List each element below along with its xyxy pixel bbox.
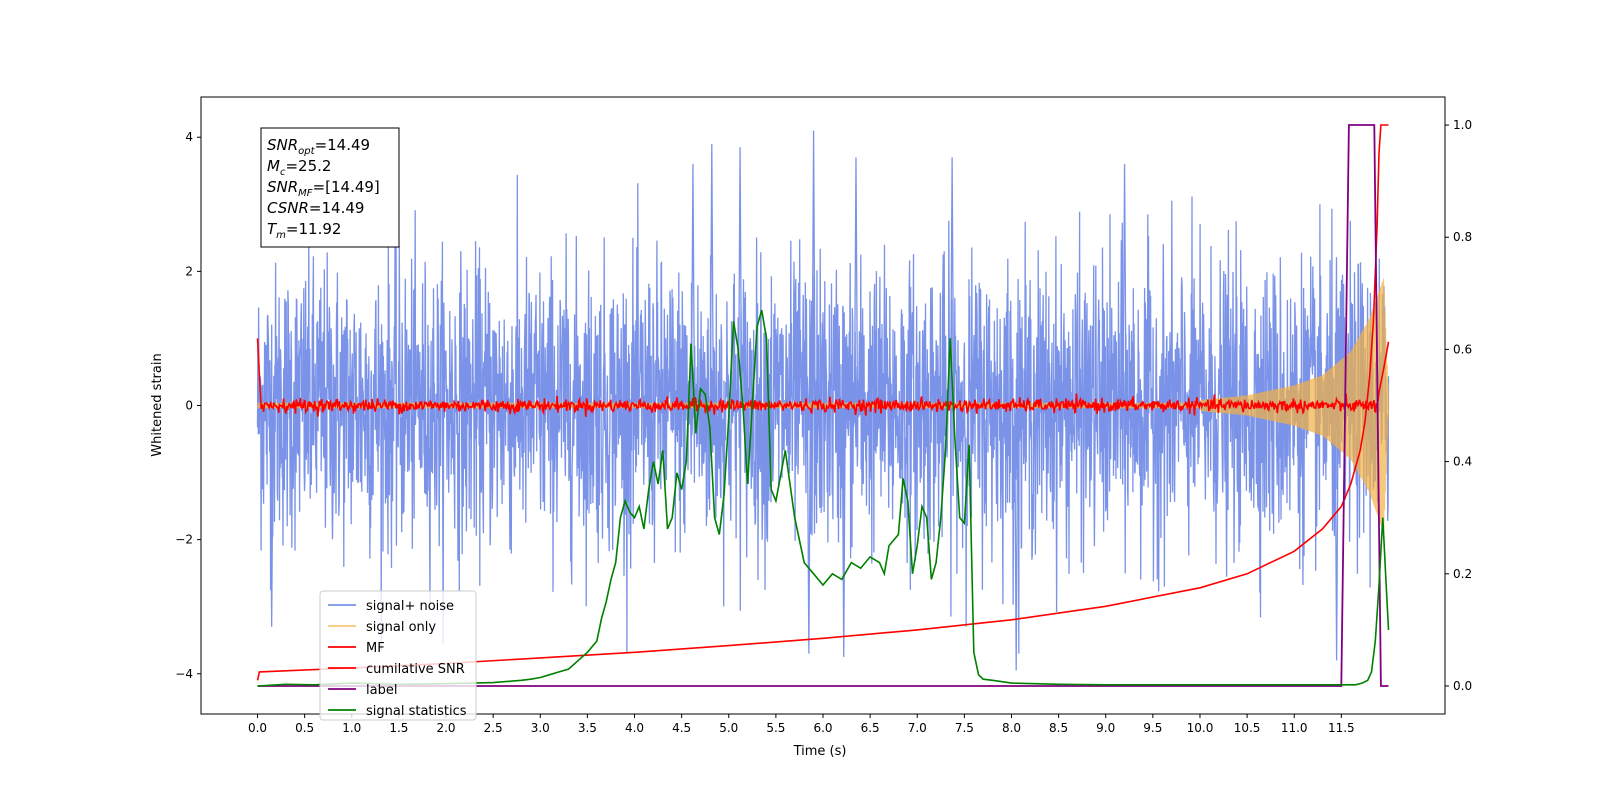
x-tick-label: 10.0 xyxy=(1187,721,1214,735)
legend-label: signal only xyxy=(366,620,436,635)
x-tick-label: 6.5 xyxy=(861,721,880,735)
series-signal-statistics xyxy=(257,309,1390,687)
annotation-chirp-mass: Mc=25.2 xyxy=(267,157,331,178)
series-cumilative-snr xyxy=(256,124,1389,681)
signal-plus-noise-peak xyxy=(949,157,955,406)
series-mf xyxy=(256,338,1390,417)
y2-tick-label: 0.2 xyxy=(1453,567,1472,581)
legend-label: MF xyxy=(366,641,385,656)
x-tick-label: 2.0 xyxy=(436,721,455,735)
y2-tick-label: 0.6 xyxy=(1453,342,1472,356)
y-tick-label: 4 xyxy=(185,130,193,144)
x-tick-label: 1.0 xyxy=(342,721,361,735)
y-axis-label: Whitened strain xyxy=(150,353,165,456)
x-tick-label: 7.0 xyxy=(908,721,927,735)
x-tick-label: 8.5 xyxy=(1049,721,1068,735)
x-tick-label: 10.5 xyxy=(1234,721,1261,735)
y2-tick-label: 0.8 xyxy=(1453,230,1472,244)
x-tick-label: 11.5 xyxy=(1328,721,1355,735)
legend-label: cumilative SNR xyxy=(366,662,465,677)
cumilative-snr-line xyxy=(256,124,1389,681)
signal-plus-noise-peak xyxy=(811,130,816,406)
signal-plus-noise-line xyxy=(256,174,1390,654)
annotation-frame xyxy=(260,127,400,248)
signal-statistics-line xyxy=(257,309,1390,687)
mf-line xyxy=(256,338,1390,417)
x-tick-label: 5.5 xyxy=(766,721,785,735)
x-axis-label: Time (s) xyxy=(793,744,847,759)
signal-plus-noise-peak xyxy=(737,147,743,406)
y-axis-right: 1.0 0.8 0.6 0.4 0.2 0.0 xyxy=(1445,118,1472,693)
x-tick-label: 9.5 xyxy=(1143,721,1162,735)
series-label xyxy=(257,124,1389,687)
x-tick-label: 3.5 xyxy=(578,721,597,735)
annotation-csnr: CSNR=14.49 xyxy=(267,199,364,217)
legend-label: signal+ noise xyxy=(366,599,454,614)
x-tick-label: 2.5 xyxy=(484,721,503,735)
x-tick-label: 5.0 xyxy=(719,721,738,735)
x-tick-label: 4.0 xyxy=(625,721,644,735)
x-axis: 0.0 0.5 1.0 1.5 2.0 2.5 3.0 3.5 4.0 4.5 5.0 5.5 6.0 6… xyxy=(248,714,1355,735)
annotation-snr-mf: SNRMF=[14.49] xyxy=(267,178,380,199)
y2-tick-label: 1.0 xyxy=(1453,118,1472,132)
y-tick-label: 0 xyxy=(185,399,193,413)
x-tick-label: 8.0 xyxy=(1002,721,1021,735)
y-tick-label: −2 xyxy=(175,533,193,547)
signal-plus-noise-peak xyxy=(1122,164,1127,406)
signal-plus-noise-peak xyxy=(806,405,812,654)
y2-tick-label: 0.0 xyxy=(1453,679,1472,693)
legend-label: signal statistics xyxy=(366,704,467,719)
label-line xyxy=(257,124,1389,687)
legend-label: label xyxy=(366,683,397,698)
y-tick-label: 2 xyxy=(185,264,193,278)
annotation-snr-opt: SNRopt=14.49 xyxy=(267,136,370,157)
y2-tick-label: 0.4 xyxy=(1453,455,1472,469)
y-tick-label: −4 xyxy=(175,667,193,681)
x-tick-label: 4.5 xyxy=(672,721,691,735)
legend: signal+ noise signal only MF cumilative SNR… xyxy=(319,590,477,721)
signal-plus-noise-peak xyxy=(709,143,714,406)
signal-plus-noise-peak xyxy=(269,405,274,627)
signal-plus-noise-peak xyxy=(853,157,859,406)
x-tick-label: 1.5 xyxy=(389,721,408,735)
y-axis-left: 4 2 0 −2 −4 xyxy=(175,130,201,681)
signal-plus-noise-peak xyxy=(690,164,696,406)
x-tick-label: 0.0 xyxy=(248,721,267,735)
x-tick-label: 11.0 xyxy=(1281,721,1308,735)
x-tick-label: 9.0 xyxy=(1096,721,1115,735)
x-tick-label: 0.5 xyxy=(295,721,314,735)
x-tick-label: 7.5 xyxy=(955,721,974,735)
x-tick-label: 3.0 xyxy=(531,721,550,735)
x-tick-label: 6.0 xyxy=(813,721,832,735)
legend-frame xyxy=(319,590,477,721)
annotation-box: SNRopt=14.49 Mc=25.2 SNRMF=[14.49] CSNR=… xyxy=(260,127,400,248)
annotation-tm: Tm=11.92 xyxy=(267,220,341,241)
